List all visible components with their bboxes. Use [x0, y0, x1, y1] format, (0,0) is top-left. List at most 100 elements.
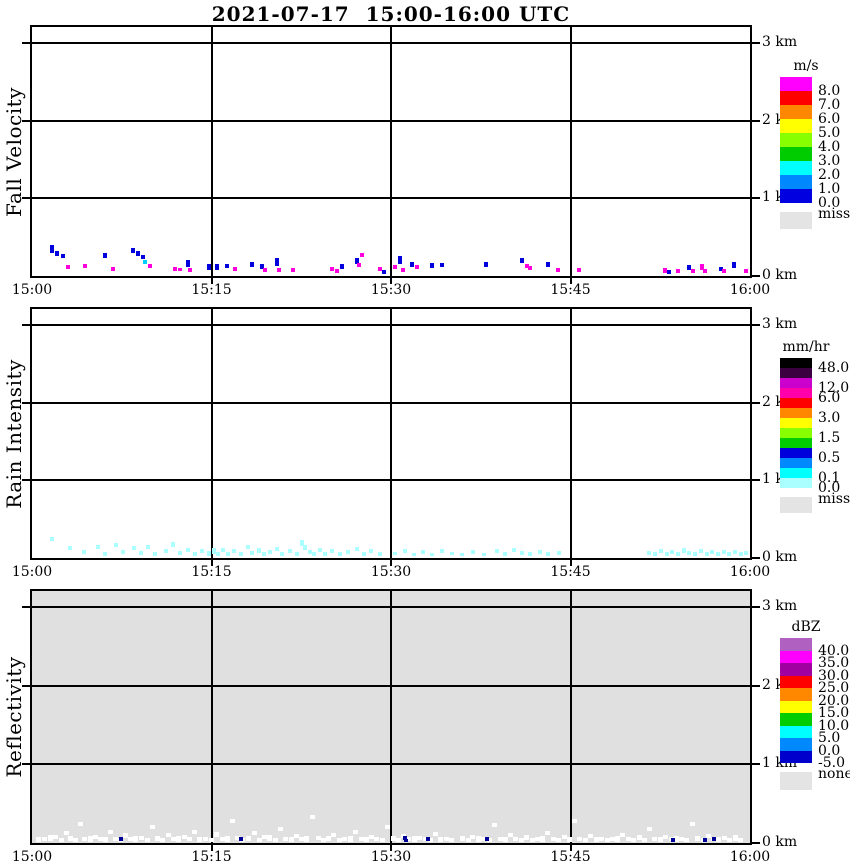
- echo-point: [186, 259, 190, 267]
- echo-point: [291, 268, 295, 273]
- legend-band: [780, 725, 812, 738]
- legend-band-label: 15.0: [818, 705, 850, 721]
- echo-point: [353, 829, 358, 834]
- echo-point: [273, 838, 278, 843]
- echo-point: [722, 550, 726, 555]
- echo-point: [610, 837, 615, 842]
- echo-point: [703, 837, 707, 842]
- grid-line-vertical: [390, 27, 392, 276]
- echo-point: [663, 835, 668, 840]
- legend-title-rain-intensity: mm/hr: [782, 339, 830, 355]
- echo-point: [744, 550, 748, 555]
- echo-point: [403, 835, 407, 840]
- echo-point: [738, 838, 743, 843]
- y-axis-tick-left: [22, 606, 30, 608]
- echo-point: [421, 550, 425, 555]
- echo-point: [695, 836, 700, 842]
- echo-point: [312, 552, 316, 557]
- echo-point: [374, 837, 379, 842]
- legend-miss-label: none: [818, 766, 850, 782]
- time-tick-label: 16:00: [729, 564, 771, 580]
- legend-band: [780, 458, 812, 468]
- echo-point: [546, 551, 550, 556]
- legend-band: [780, 119, 812, 133]
- echo-point: [187, 837, 192, 842]
- km-tick-label: 0 km: [762, 549, 798, 565]
- legend-band-label: 30.0: [818, 667, 850, 684]
- echo-point: [706, 834, 711, 839]
- echo-point: [340, 264, 344, 269]
- echo-point: [391, 835, 396, 841]
- echo-point: [512, 547, 516, 552]
- echo-point: [36, 837, 41, 843]
- echo-point: [513, 837, 518, 842]
- grid-line-horizontal: [32, 42, 750, 44]
- grid-line-vertical: [569, 27, 572, 276]
- echo-point: [342, 836, 347, 841]
- legend-band: [780, 448, 812, 458]
- grid-line-horizontal: [32, 119, 750, 122]
- echo-point: [719, 267, 723, 272]
- legend-band: [780, 368, 812, 378]
- echo-point: [722, 835, 727, 840]
- y-axis-tick-right: [752, 606, 760, 608]
- echo-point: [182, 835, 187, 840]
- time-tick-label: 15:30: [370, 282, 412, 298]
- echo-point: [200, 549, 204, 554]
- y-axis-tick-right: [752, 842, 760, 844]
- echo-point: [257, 547, 261, 553]
- echo-point: [203, 836, 208, 841]
- echo-point: [275, 257, 279, 266]
- echo-point: [326, 836, 331, 842]
- echo-point: [78, 821, 83, 826]
- echo-point: [355, 547, 359, 551]
- echo-point: [153, 551, 157, 556]
- echo-point: [216, 552, 220, 557]
- echo-point: [647, 827, 652, 832]
- echo-point: [42, 836, 47, 841]
- km-tick-label: 0 km: [762, 834, 798, 850]
- echo-point: [556, 268, 560, 273]
- legend-band: [780, 418, 812, 428]
- echo-point: [658, 837, 663, 843]
- echo-point: [433, 831, 438, 836]
- echo-point: [519, 838, 524, 843]
- echo-point: [567, 837, 572, 843]
- legend-band-label: 1.5: [818, 430, 841, 446]
- echo-point: [250, 261, 254, 267]
- x-axis-tick: [390, 278, 392, 284]
- grid-line-vertical: [210, 591, 213, 843]
- echo-point: [338, 552, 342, 557]
- y-axis-tick-right: [752, 557, 760, 559]
- echo-point: [48, 835, 53, 842]
- echo-point: [520, 257, 524, 263]
- echo-point: [476, 836, 481, 843]
- echo-point: [360, 253, 364, 258]
- echo-point: [665, 551, 669, 556]
- legend-miss-swatch: [780, 212, 812, 229]
- y-axis-tick-right: [752, 401, 760, 404]
- echo-point: [693, 552, 697, 557]
- echo-point: [652, 837, 657, 842]
- y-axis-tick-left: [22, 197, 30, 200]
- legend-band-label: 6.0: [818, 390, 841, 406]
- echo-point: [123, 833, 128, 839]
- echo-point: [212, 548, 216, 555]
- echo-point: [295, 552, 299, 557]
- echo-point: [382, 269, 386, 274]
- echo-point: [470, 835, 475, 840]
- echo-point: [193, 551, 197, 556]
- echo-point: [176, 836, 181, 843]
- echo-point: [460, 836, 465, 842]
- y-axis-tick-right: [752, 324, 760, 326]
- echo-point: [262, 552, 266, 557]
- echo-point: [380, 838, 385, 843]
- echo-point: [545, 831, 550, 836]
- echo-point: [246, 545, 250, 550]
- echo-point: [263, 268, 267, 273]
- km-tick-label: 3 km: [762, 316, 798, 332]
- legend-band-label: 5.0: [818, 125, 841, 141]
- echo-point: [659, 549, 663, 554]
- km-tick-label: 3 km: [762, 598, 798, 614]
- echo-point: [348, 836, 353, 843]
